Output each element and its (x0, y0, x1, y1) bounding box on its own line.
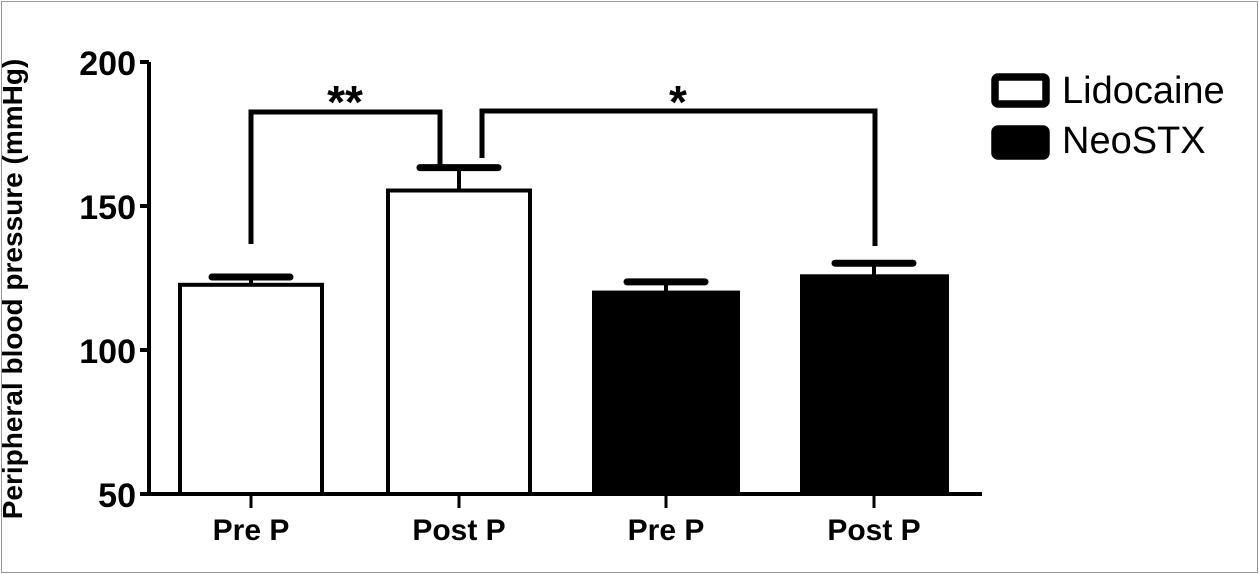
svg-text:Pre P: Pre P (213, 514, 290, 547)
svg-text:150: 150 (79, 189, 136, 227)
svg-text:100: 100 (79, 333, 136, 371)
svg-text:200: 200 (79, 45, 136, 83)
svg-text:Post P: Post P (827, 514, 920, 547)
svg-text:Lidocaine: Lidocaine (1062, 70, 1225, 112)
svg-text:NeoSTX: NeoSTX (1062, 120, 1206, 162)
svg-text:50: 50 (98, 477, 136, 515)
svg-text:**: ** (327, 76, 363, 128)
svg-text:Post P: Post P (412, 514, 505, 547)
svg-text:*: * (669, 76, 687, 128)
svg-text:Pre P: Pre P (628, 514, 705, 547)
svg-text:Peripheral blood pressure (mm: Peripheral blood pressure (mmHg) (0, 59, 28, 520)
